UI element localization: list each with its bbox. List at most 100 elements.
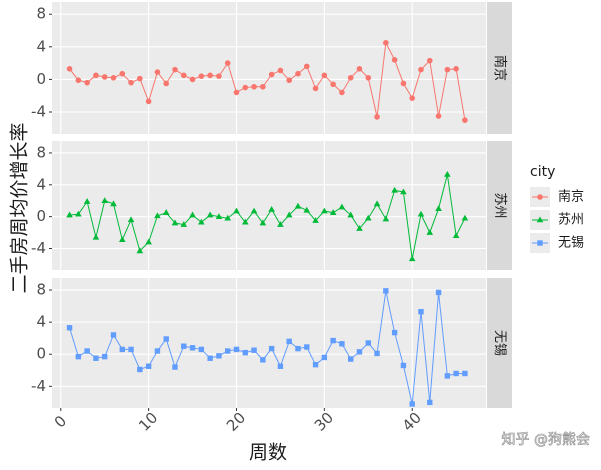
point	[286, 338, 292, 345]
point	[348, 356, 354, 362]
point	[207, 72, 213, 79]
point	[277, 363, 284, 369]
strip-background	[487, 2, 512, 134]
point	[198, 346, 205, 353]
point	[304, 344, 310, 350]
point	[383, 39, 389, 46]
x-axis-label: 周数	[249, 442, 287, 464]
point	[233, 89, 240, 96]
point	[216, 73, 222, 79]
series-line	[69, 290, 465, 405]
point	[356, 349, 363, 355]
point	[400, 362, 407, 369]
point	[118, 236, 126, 243]
point	[426, 57, 433, 64]
strip-background	[487, 278, 512, 408]
point	[391, 186, 398, 193]
point	[233, 346, 240, 353]
point	[110, 332, 117, 338]
legend-label: 南京	[558, 189, 584, 205]
point	[84, 79, 90, 86]
point	[145, 363, 152, 369]
point	[206, 211, 214, 218]
point	[259, 219, 267, 226]
point	[154, 212, 161, 219]
point	[365, 74, 372, 81]
point	[347, 211, 355, 218]
point	[250, 207, 258, 214]
point	[93, 355, 99, 361]
point	[83, 198, 91, 204]
point	[171, 219, 179, 226]
point	[409, 401, 415, 407]
point	[119, 70, 126, 77]
point	[444, 66, 451, 73]
watermark: 知乎 @狗熊会	[502, 431, 590, 448]
strip-label: 南京	[492, 55, 508, 81]
panel-background	[52, 141, 486, 270]
point	[365, 340, 371, 346]
point	[303, 206, 311, 213]
point	[462, 117, 468, 123]
point	[172, 364, 178, 370]
point	[330, 81, 336, 88]
y-tick-label: 8	[36, 281, 46, 299]
point	[241, 218, 249, 225]
point	[215, 213, 223, 219]
point	[119, 346, 125, 353]
point	[295, 345, 301, 352]
point	[453, 66, 459, 72]
strip-background	[487, 141, 512, 270]
y-tick-label: -4	[31, 103, 46, 121]
point	[145, 98, 152, 105]
legend-marker	[537, 194, 543, 200]
point	[224, 214, 232, 221]
point	[181, 343, 187, 349]
point	[224, 60, 231, 66]
point	[127, 216, 135, 223]
point	[75, 210, 82, 217]
x-tick-label: 10	[135, 409, 161, 435]
point	[435, 205, 442, 211]
point	[92, 233, 100, 240]
point	[418, 309, 424, 315]
point	[242, 84, 249, 91]
x-tick-label: 40	[399, 409, 425, 435]
point	[128, 79, 134, 86]
y-tick-label: -4	[31, 239, 46, 257]
point	[84, 348, 90, 354]
legend-label: 苏州	[558, 212, 584, 228]
point	[417, 210, 425, 217]
x-tick-label: 20	[223, 409, 249, 435]
point	[409, 95, 416, 101]
point	[145, 238, 152, 245]
point	[189, 345, 196, 351]
point	[137, 366, 143, 373]
point	[444, 170, 451, 177]
point	[286, 77, 293, 84]
strip-label: 苏州	[492, 192, 508, 218]
point	[295, 70, 301, 77]
point	[374, 350, 380, 357]
point	[462, 370, 468, 377]
point	[189, 211, 196, 218]
point	[172, 66, 178, 73]
point	[162, 209, 170, 215]
y-tick-label: 8	[36, 5, 46, 23]
y-tick-label: 0	[36, 70, 46, 88]
legend-marker	[537, 240, 543, 246]
y-tick-label: 0	[36, 207, 46, 225]
point	[216, 353, 222, 359]
point	[329, 209, 337, 215]
point	[260, 357, 266, 363]
point	[137, 75, 143, 82]
point	[285, 211, 293, 218]
point	[207, 355, 213, 361]
point	[75, 77, 82, 84]
point	[198, 218, 205, 225]
point	[356, 225, 363, 231]
point	[321, 207, 328, 214]
point	[435, 289, 442, 296]
point	[242, 349, 248, 356]
